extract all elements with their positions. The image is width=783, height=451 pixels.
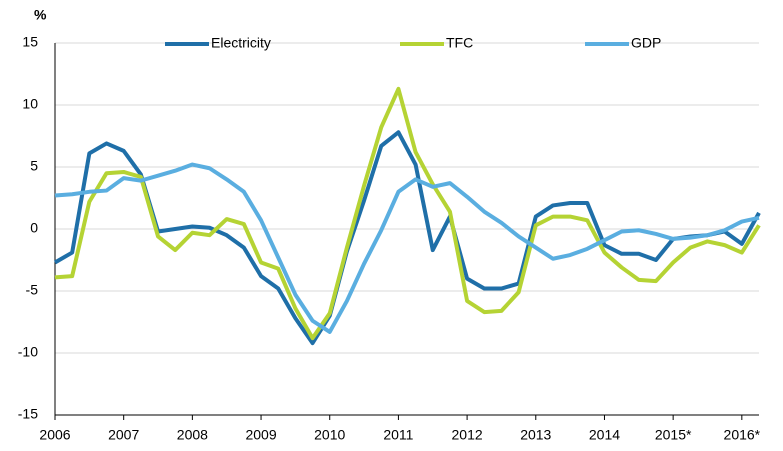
legend-label: GDP bbox=[631, 35, 661, 51]
x-tick-label: 2012 bbox=[452, 427, 483, 443]
y-tick-label: 0 bbox=[30, 220, 38, 236]
x-tick-label: 2009 bbox=[245, 427, 276, 443]
y-tick-label: -10 bbox=[18, 344, 38, 360]
x-tick-label: 2016* bbox=[724, 427, 761, 443]
x-tick-label: 2006 bbox=[39, 427, 70, 443]
x-tick-label: 2007 bbox=[108, 427, 139, 443]
y-axis-label: % bbox=[34, 7, 47, 23]
x-tick-label: 2008 bbox=[177, 427, 208, 443]
legend-label: Electricity bbox=[211, 35, 271, 51]
y-tick-label: 15 bbox=[22, 34, 38, 50]
x-tick-label: 2015* bbox=[655, 427, 692, 443]
x-tick-label: 2013 bbox=[520, 427, 551, 443]
y-tick-label: -5 bbox=[26, 282, 39, 298]
series-line bbox=[54, 86, 761, 341]
series-line bbox=[54, 162, 760, 334]
y-tick-label: -15 bbox=[18, 406, 38, 422]
series-line bbox=[53, 130, 761, 346]
x-tick-label: 2014 bbox=[589, 427, 620, 443]
y-tick-label: 5 bbox=[30, 158, 38, 174]
y-tick-label: 10 bbox=[22, 96, 38, 112]
x-tick-label: 2011 bbox=[383, 427, 413, 443]
x-tick-label: 2010 bbox=[314, 427, 345, 443]
legend-label: TFC bbox=[446, 35, 473, 51]
